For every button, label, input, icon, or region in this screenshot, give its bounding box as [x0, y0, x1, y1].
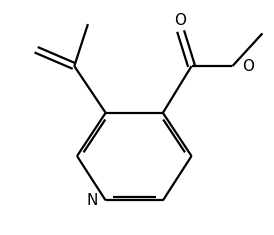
Text: O: O	[175, 13, 187, 28]
Text: N: N	[86, 193, 98, 208]
Text: O: O	[242, 59, 254, 74]
